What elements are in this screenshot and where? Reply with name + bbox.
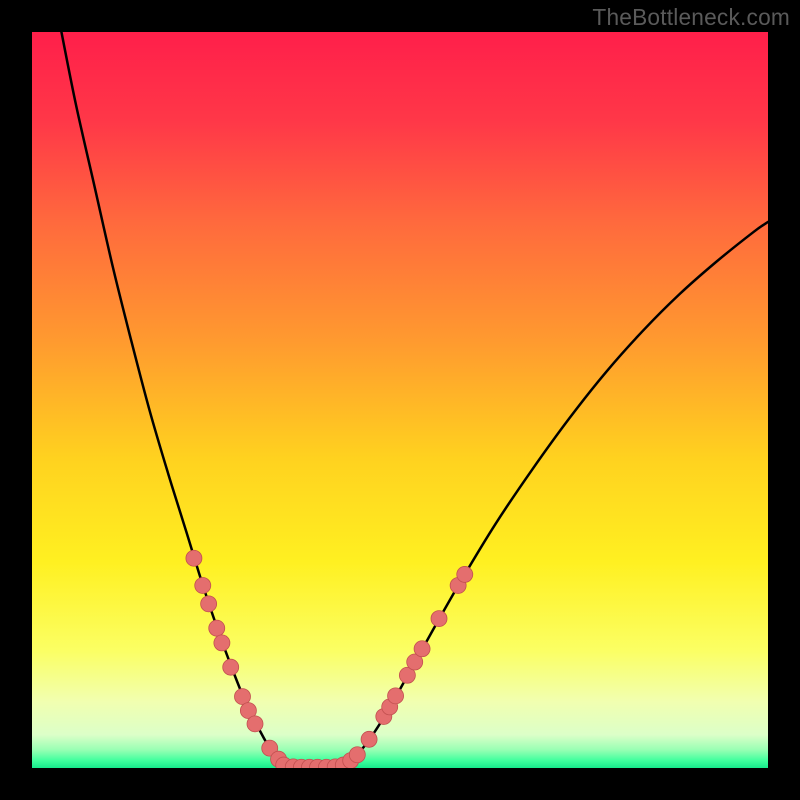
data-marker bbox=[195, 577, 211, 593]
data-marker bbox=[431, 611, 447, 627]
data-marker bbox=[223, 659, 239, 675]
data-marker bbox=[247, 716, 263, 732]
data-marker bbox=[209, 620, 225, 636]
chart-stage: TheBottleneck.com bbox=[0, 0, 800, 800]
chart-svg bbox=[0, 0, 800, 800]
data-marker bbox=[201, 596, 217, 612]
data-marker bbox=[361, 731, 377, 747]
data-marker bbox=[457, 566, 473, 582]
data-marker bbox=[414, 641, 430, 657]
data-marker bbox=[214, 635, 230, 651]
data-marker bbox=[388, 688, 404, 704]
gradient-background bbox=[32, 32, 768, 768]
data-marker bbox=[186, 550, 202, 566]
data-marker bbox=[349, 747, 365, 763]
watermark-text: TheBottleneck.com bbox=[592, 4, 790, 31]
